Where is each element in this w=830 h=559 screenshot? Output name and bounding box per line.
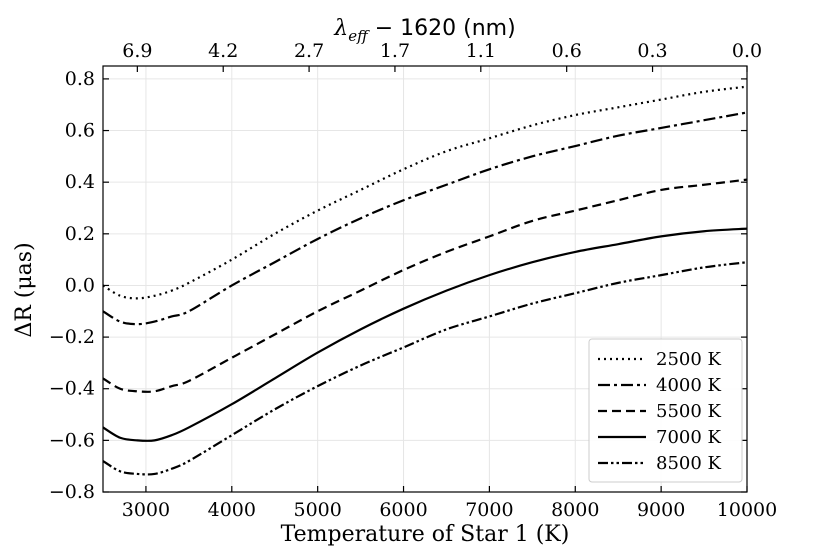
y-tick-label: 0.4 bbox=[65, 171, 95, 193]
top-tick-label: 6.9 bbox=[122, 40, 152, 62]
legend-label: 4000 K bbox=[656, 375, 722, 396]
top-tick-label: 0.6 bbox=[552, 40, 582, 62]
x-tick-label: 6000 bbox=[379, 499, 427, 521]
x-tick-label: 10000 bbox=[717, 499, 777, 521]
top-tick-label: 0.0 bbox=[732, 40, 762, 62]
top-tick-label: 4.2 bbox=[208, 40, 238, 62]
y-tick-label: −0.8 bbox=[49, 481, 95, 503]
x-tick-label: 9000 bbox=[637, 499, 685, 521]
top-tick-label: 1.1 bbox=[466, 40, 496, 62]
legend-box bbox=[588, 338, 743, 483]
y-tick-label: 0.8 bbox=[65, 68, 95, 90]
ticks: 3000 4000 5000 6000 7000 8000 9000 10000 −0.8 −0.… bbox=[49, 40, 777, 521]
y-tick-label: −0.4 bbox=[49, 378, 95, 400]
plot-frame bbox=[102, 65, 748, 493]
top-axis-label-lambda: λ bbox=[333, 16, 348, 41]
legend-label: 2500 K bbox=[656, 349, 722, 370]
series-line-8500k bbox=[102, 261, 748, 476]
grid bbox=[103, 66, 748, 493]
series-line-2500k bbox=[102, 85, 748, 300]
x-axis-label: Temperature of Star 1 (K) bbox=[281, 522, 570, 547]
series-line-7000k bbox=[102, 227, 748, 442]
legend-label: 8500 K bbox=[656, 453, 722, 474]
series-line-4000k bbox=[102, 111, 748, 326]
series-line-5500k bbox=[102, 178, 748, 393]
top-tick-label: 2.7 bbox=[294, 40, 324, 62]
x-tick-label: 5000 bbox=[293, 499, 341, 521]
top-tick-label: 1.7 bbox=[380, 40, 410, 62]
y-axis-label: ΔR (μas) bbox=[12, 242, 37, 337]
legend: 2500 K 4000 K 5500 K 7000 K 8500 K bbox=[588, 338, 743, 483]
axes-frame bbox=[102, 65, 748, 493]
legend-items: 2500 K 4000 K 5500 K 7000 K 8500 K bbox=[598, 349, 722, 474]
legend-label: 7000 K bbox=[656, 427, 722, 448]
x-tick-label: 4000 bbox=[208, 499, 256, 521]
legend-label: 5500 K bbox=[656, 401, 722, 422]
y-tick-label: 0.2 bbox=[65, 223, 95, 245]
x-tick-label: 7000 bbox=[465, 499, 513, 521]
x-tick-label: 3000 bbox=[122, 499, 170, 521]
top-axis-label: λeff − 1620 (nm) bbox=[333, 16, 515, 45]
top-tick-label: 0.3 bbox=[637, 40, 667, 62]
y-tick-label: 0.6 bbox=[65, 120, 95, 142]
x-tick-label: 8000 bbox=[551, 499, 599, 521]
y-tick-label: −0.2 bbox=[49, 326, 95, 348]
series-lines bbox=[102, 85, 748, 476]
y-tick-label: −0.6 bbox=[49, 429, 95, 451]
y-tick-label: 0.0 bbox=[65, 274, 95, 296]
top-axis-label-subscript: eff bbox=[348, 27, 370, 45]
top-axis-label-rest: − 1620 (nm) bbox=[368, 16, 516, 41]
